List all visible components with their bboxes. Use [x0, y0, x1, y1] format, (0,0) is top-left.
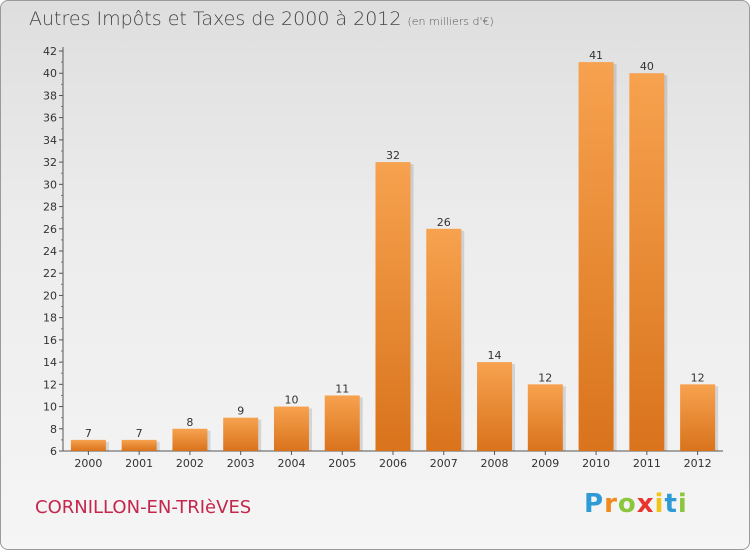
y-tick-label: 24	[43, 245, 57, 258]
y-tick-label: 6	[50, 445, 57, 458]
y-tick-label: 32	[43, 156, 57, 169]
bar-data-label: 12	[538, 371, 552, 384]
x-tick-label: 2011	[633, 457, 661, 470]
y-tick-label: 22	[43, 267, 57, 280]
bar	[375, 162, 411, 451]
bar	[629, 73, 665, 451]
bar-data-label: 10	[284, 394, 298, 407]
bar-data-label: 14	[488, 349, 502, 362]
bar-data-label: 26	[437, 216, 451, 229]
bar	[680, 384, 716, 451]
x-tick-label: 2007	[430, 457, 458, 470]
x-tick-label: 2010	[582, 457, 610, 470]
chart-title: Autres Impôts et Taxes de 2000 à 2012 (en…	[29, 8, 494, 30]
y-tick-label: 18	[43, 312, 57, 325]
x-tick-label: 2000	[74, 457, 102, 470]
bar	[324, 395, 360, 451]
logo-letter: o	[617, 489, 637, 519]
bar	[477, 362, 513, 451]
y-tick-label: 34	[43, 134, 57, 147]
bar	[426, 228, 462, 451]
bar-data-label: 9	[237, 405, 244, 418]
y-tick-label: 14	[43, 356, 57, 369]
bar-data-label: 7	[85, 427, 92, 440]
x-tick-label: 2009	[531, 457, 559, 470]
y-tick-label: 42	[43, 45, 57, 58]
x-tick-label: 2001	[125, 457, 153, 470]
commune-name: CORNILLON-EN-TRIèVES	[35, 497, 252, 518]
bar-data-label: 32	[386, 149, 400, 162]
chart-subtitle: (en milliers d'€)	[407, 15, 494, 28]
y-tick-label: 38	[43, 89, 57, 102]
bar-data-label: 40	[640, 60, 654, 73]
bar-data-label: 11	[335, 382, 349, 395]
bar	[121, 439, 157, 451]
y-tick-label: 40	[43, 67, 57, 80]
logo-letter: i	[677, 489, 688, 519]
x-tick-label: 2006	[379, 457, 407, 470]
y-tick-label: 36	[43, 112, 57, 125]
bar-data-label: 12	[691, 371, 705, 384]
bar	[172, 428, 208, 451]
x-tick-label: 2005	[328, 457, 356, 470]
bar-data-label: 8	[186, 416, 193, 429]
x-tick-label: 2003	[227, 457, 255, 470]
logo-letter: P	[584, 489, 605, 519]
bar	[273, 406, 309, 451]
bar	[578, 62, 614, 451]
logo-letter: x	[636, 489, 655, 519]
proxiti-logo[interactable]: Proxiti	[584, 489, 688, 519]
x-tick-label: 2002	[176, 457, 204, 470]
chart-title-text: Autres Impôts et Taxes de 2000 à 2012	[29, 8, 402, 30]
y-tick-label: 28	[43, 201, 57, 214]
y-tick-label: 30	[43, 178, 57, 191]
x-tick-label: 2008	[481, 457, 509, 470]
y-tick-label: 12	[43, 378, 57, 391]
x-tick-label: 2012	[684, 457, 712, 470]
bar	[70, 439, 106, 451]
logo-letter: r	[604, 489, 618, 519]
bar-data-label: 41	[589, 49, 603, 62]
y-tick-label: 8	[50, 423, 57, 436]
x-tick-label: 2004	[277, 457, 305, 470]
bar	[527, 384, 563, 451]
y-tick-label: 16	[43, 334, 57, 347]
y-tick-label: 10	[43, 401, 57, 414]
y-tick-label: 26	[43, 223, 57, 236]
bar	[223, 417, 259, 451]
logo-letter: i	[654, 489, 665, 519]
logo-letter: t	[664, 489, 678, 519]
y-tick-label: 20	[43, 289, 57, 302]
bar-data-label: 7	[136, 427, 143, 440]
